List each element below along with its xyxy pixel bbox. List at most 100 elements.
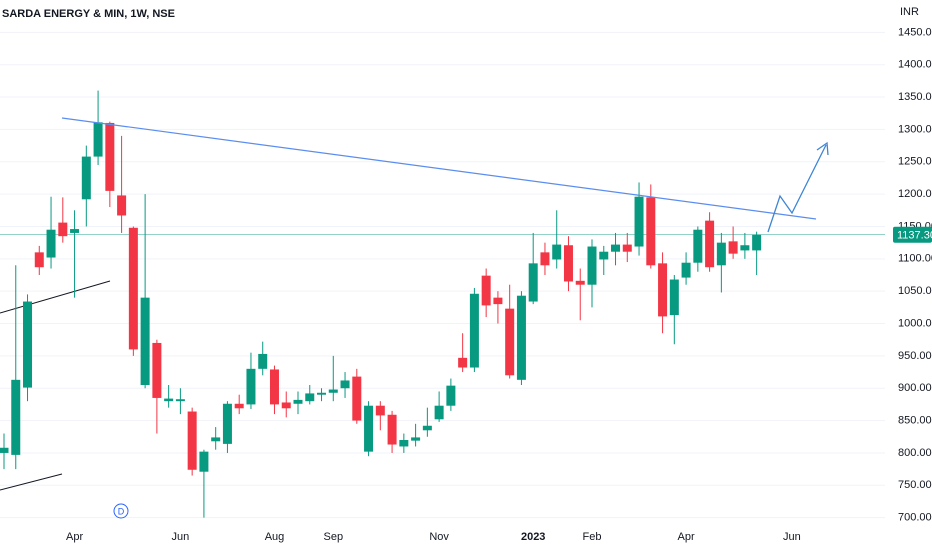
x-tick-label: Jun bbox=[783, 531, 801, 543]
y-tick-label: 1250.00 bbox=[898, 156, 932, 168]
candle-body bbox=[493, 297, 503, 305]
candle-body bbox=[340, 380, 350, 389]
y-tick-label: 1200.00 bbox=[898, 188, 932, 200]
x-tick-label: Aug bbox=[265, 531, 285, 543]
candle-body bbox=[70, 229, 80, 233]
last-price-box bbox=[893, 226, 932, 243]
candle-body bbox=[269, 369, 279, 405]
candle-body bbox=[328, 389, 338, 393]
candles bbox=[0, 90, 762, 518]
y-tick-label: 700.00 bbox=[898, 512, 932, 524]
trend-line bbox=[61, 117, 817, 220]
y-tick-label: 1000.00 bbox=[898, 317, 932, 329]
y-tick-label: 1450.00 bbox=[898, 26, 932, 38]
candle-body bbox=[140, 297, 150, 385]
projection-arrow bbox=[767, 141, 829, 233]
candle-body bbox=[352, 376, 362, 421]
candle-body bbox=[0, 447, 9, 453]
chart-title: SARDA ENERGY & MIN, 1W, NSE bbox=[2, 8, 175, 20]
trend-line bbox=[0, 280, 111, 314]
candle-body bbox=[199, 451, 209, 472]
candle-body bbox=[446, 385, 456, 406]
x-tick-label: Sep bbox=[323, 531, 343, 543]
candle-body bbox=[646, 197, 656, 266]
candle-body bbox=[634, 196, 644, 247]
candle-body bbox=[23, 301, 33, 388]
candle-body bbox=[58, 222, 68, 237]
candle-body bbox=[669, 279, 679, 316]
candle-body bbox=[469, 293, 479, 368]
candle-body bbox=[46, 229, 56, 258]
candle-body bbox=[528, 263, 538, 302]
candle-body bbox=[552, 244, 562, 260]
candle-body bbox=[622, 244, 632, 252]
event-marker[interactable] bbox=[113, 503, 129, 519]
candle-body bbox=[305, 393, 315, 402]
candle-body bbox=[11, 379, 21, 455]
candle-body bbox=[164, 398, 174, 402]
y-tick-label: 1400.00 bbox=[898, 59, 932, 71]
y-tick-label: 1100.00 bbox=[898, 253, 932, 265]
candle-body bbox=[505, 308, 515, 376]
candle-body bbox=[387, 414, 397, 445]
trend-line bbox=[0, 473, 63, 491]
y-tick-label: 1350.00 bbox=[898, 91, 932, 103]
candle-body bbox=[281, 402, 291, 409]
y-tick-label: 800.00 bbox=[898, 447, 932, 459]
candle-body bbox=[175, 399, 185, 402]
candle-body bbox=[693, 229, 703, 263]
candle-body bbox=[117, 195, 127, 216]
candle-body bbox=[705, 220, 715, 268]
last-price-label: 1137.30 bbox=[897, 230, 932, 242]
candle-body bbox=[128, 227, 138, 350]
y-tick-label: 950.00 bbox=[898, 350, 932, 362]
x-tick-label: Nov bbox=[429, 531, 449, 543]
candle-body bbox=[599, 251, 609, 260]
candle-body bbox=[375, 405, 385, 416]
candle-body bbox=[317, 392, 327, 395]
y-tick-label: 750.00 bbox=[898, 479, 932, 491]
candle-body bbox=[516, 295, 526, 380]
currency-label: INR bbox=[900, 6, 919, 18]
candle-body bbox=[81, 156, 91, 200]
x-tick-label: 2023 bbox=[521, 531, 545, 543]
candle-body bbox=[716, 242, 726, 266]
candle-body bbox=[611, 244, 621, 252]
candle-body bbox=[658, 263, 668, 317]
candle-body bbox=[540, 252, 550, 266]
candle-body bbox=[575, 280, 585, 285]
y-tick-label: 1300.00 bbox=[898, 123, 932, 135]
y-tick-label: 1050.00 bbox=[898, 285, 932, 297]
candle-body bbox=[752, 234, 762, 251]
candle-body bbox=[34, 252, 44, 268]
candle-body bbox=[364, 405, 374, 452]
candle-body bbox=[481, 275, 491, 306]
candle-body bbox=[211, 437, 221, 442]
candle-body bbox=[222, 403, 232, 444]
candle-body bbox=[740, 245, 750, 251]
y-tick-label: 900.00 bbox=[898, 382, 932, 394]
candle-body bbox=[93, 122, 103, 157]
candle-body bbox=[681, 262, 691, 278]
candle-body bbox=[399, 440, 409, 447]
candle-body bbox=[434, 405, 444, 420]
candle-body bbox=[246, 368, 256, 405]
candle-body bbox=[293, 399, 303, 404]
candle-body bbox=[587, 246, 597, 285]
x-tick-label: Apr bbox=[678, 531, 695, 543]
candle-body bbox=[458, 357, 468, 368]
candle-body bbox=[728, 241, 738, 254]
candle-body bbox=[187, 411, 197, 470]
x-tick-label: Jun bbox=[172, 531, 190, 543]
x-tick-label: Apr bbox=[66, 531, 83, 543]
candle-body bbox=[105, 122, 115, 191]
candle-body bbox=[234, 403, 244, 409]
candle-body bbox=[258, 353, 268, 369]
x-tick-label: Feb bbox=[583, 531, 602, 543]
candle-body bbox=[422, 425, 432, 431]
candle-body bbox=[411, 437, 421, 441]
y-tick-label: 850.00 bbox=[898, 414, 932, 426]
candle-body bbox=[152, 342, 162, 398]
event-marker-label: D bbox=[118, 506, 125, 516]
